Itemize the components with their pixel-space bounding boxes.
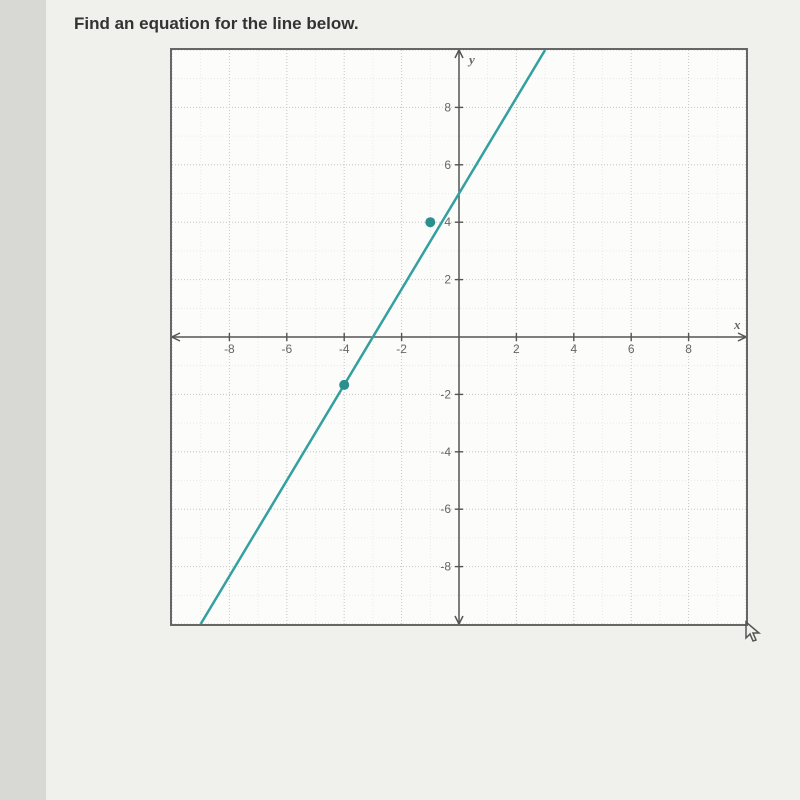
svg-text:6: 6: [628, 342, 635, 356]
svg-text:-4: -4: [339, 342, 350, 356]
svg-text:8: 8: [444, 100, 451, 114]
chart-frame: -8-6-4-22468-8-6-4-22468yx: [170, 48, 748, 626]
svg-text:-8: -8: [440, 560, 451, 574]
svg-text:-6: -6: [281, 342, 292, 356]
svg-text:-2: -2: [440, 387, 451, 401]
svg-text:4: 4: [570, 342, 577, 356]
svg-text:y: y: [467, 52, 475, 67]
svg-text:2: 2: [513, 342, 520, 356]
svg-text:x: x: [733, 317, 741, 332]
svg-text:-8: -8: [224, 342, 235, 356]
content-area: Find an equation for the line below. -8 -…: [46, 0, 800, 800]
svg-text:2: 2: [444, 273, 451, 287]
svg-text:-2: -2: [396, 342, 407, 356]
svg-text:-4: -4: [440, 445, 451, 459]
question-text: Find an equation for the line below.: [74, 14, 359, 34]
svg-text:8: 8: [685, 342, 692, 356]
svg-text:-6: -6: [440, 502, 451, 516]
sidebar: [0, 0, 46, 800]
coordinate-chart: -8-6-4-22468-8-6-4-22468yx: [172, 50, 746, 624]
svg-text:6: 6: [444, 158, 451, 172]
cursor-icon: [744, 620, 764, 650]
